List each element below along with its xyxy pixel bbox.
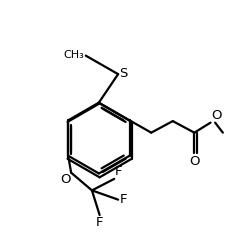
Text: S: S	[119, 67, 127, 80]
Text: F: F	[120, 193, 127, 206]
Text: O: O	[211, 109, 222, 122]
Text: CH₃: CH₃	[64, 50, 84, 60]
Text: F: F	[96, 216, 104, 229]
Text: O: O	[189, 155, 200, 168]
Text: F: F	[115, 165, 122, 178]
Text: O: O	[60, 173, 70, 186]
